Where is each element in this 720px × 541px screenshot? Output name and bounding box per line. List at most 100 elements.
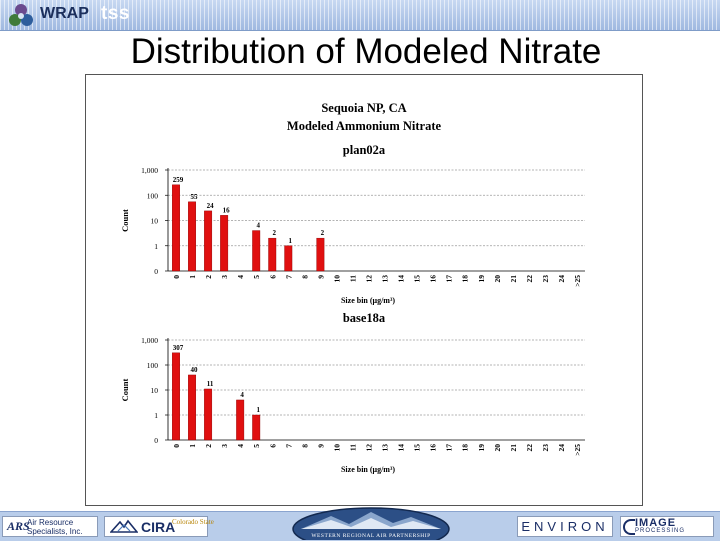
image-logo-text: IMAGE: [635, 517, 677, 529]
y-tick-label: 1,000: [141, 336, 158, 345]
panel-title: base18a: [343, 311, 386, 325]
slide-title: Distribution of Modeled Nitrate: [130, 32, 602, 71]
x-tick-label: 18: [461, 275, 470, 283]
x-tick-label: 0: [172, 444, 181, 448]
x-tick-label: 4: [236, 444, 245, 448]
x-tick-label: 1: [188, 275, 197, 279]
bar: [236, 399, 245, 441]
x-tick-label: 13: [381, 444, 390, 452]
bar: [252, 230, 261, 272]
x-tick-label: 17: [445, 275, 454, 283]
environ-logo-text: ENVIRON: [521, 519, 609, 534]
data-label: 4: [240, 391, 244, 399]
data-label: 2: [321, 229, 325, 237]
x-tick-label: 24: [557, 275, 566, 283]
y-tick-label: 0: [154, 436, 158, 445]
x-tick-label: 18: [461, 444, 470, 452]
x-tick-label: 12: [364, 444, 373, 452]
title-divider: [0, 30, 720, 31]
x-tick-label: 10: [332, 444, 341, 452]
y-tick-label: 1,000: [141, 166, 158, 175]
x-tick-label: 16: [429, 275, 438, 283]
data-label: 1: [289, 237, 293, 245]
wrap-logo-icon: [9, 4, 33, 26]
ars-logo-icon: ARS: [7, 519, 30, 533]
x-tick-label: >25: [573, 275, 582, 287]
data-label: 4: [256, 222, 260, 230]
x-tick-label: 20: [493, 444, 502, 452]
x-tick-label: >25: [573, 444, 582, 456]
image-logo-subtext: PROCESSING: [635, 528, 686, 534]
data-label: 307: [173, 344, 184, 352]
environ-logo: ENVIRON: [517, 516, 613, 537]
y-tick-label: 100: [147, 361, 159, 370]
x-tick-label: 6: [268, 444, 277, 448]
x-tick-label: 5: [252, 275, 261, 279]
x-tick-label: 24: [557, 444, 566, 452]
y-tick-label: 0: [154, 267, 158, 276]
x-tick-label: 13: [381, 275, 390, 283]
x-tick-label: 15: [413, 275, 422, 283]
x-tick-label: 12: [364, 275, 373, 283]
data-label: 259: [173, 176, 184, 184]
wrap-seal-text: WESTERN REGIONAL AIR PARTNERSHIP: [311, 533, 430, 539]
x-tick-label: 0: [172, 275, 181, 279]
x-tick-label: 14: [397, 444, 406, 452]
cira-bird-icon: [110, 519, 138, 533]
x-tick-label: 22: [525, 275, 534, 283]
x-tick-label: 9: [316, 444, 325, 448]
x-tick-label: 2: [204, 275, 213, 279]
bar: [268, 237, 277, 272]
x-tick-label: 19: [477, 275, 486, 283]
x-axis-label: Size bin (μg/m³): [341, 465, 395, 474]
x-tick-label: 7: [284, 444, 293, 448]
x-tick-label: 23: [541, 444, 550, 452]
x-tick-label: 11: [348, 444, 357, 451]
y-axis-label: Count: [120, 379, 130, 402]
x-tick-label: 7: [284, 275, 293, 279]
data-label: 1: [256, 406, 260, 414]
x-tick-label: 1: [188, 444, 197, 448]
x-tick-label: 8: [300, 275, 309, 279]
x-tick-label: 14: [397, 275, 406, 283]
x-tick-label: 3: [220, 444, 229, 448]
y-tick-label: 1: [154, 411, 158, 420]
cira-logo: CIRA: [104, 516, 208, 537]
bar: [188, 374, 197, 441]
bar: [220, 215, 229, 272]
y-tick-label: 1: [154, 242, 158, 251]
nitrate-histogram-chart: Sequoia NP, CA Modeled Ammonium Nitrate …: [120, 101, 585, 474]
data-label: 40: [191, 366, 199, 374]
x-tick-label: 20: [493, 275, 502, 283]
x-tick-label: 21: [509, 275, 518, 283]
wrap-seal-logo: WESTERN REGIONAL AIR PARTNERSHIP: [292, 507, 450, 540]
air-resource-specialists-logo: ARS Air Resource Specialists, Inc.: [2, 516, 98, 537]
bar: [284, 245, 293, 272]
x-tick-label: 22: [525, 444, 534, 452]
x-tick-label: 21: [509, 444, 518, 452]
data-label: 2: [273, 229, 277, 237]
wrap-logo-text: WRAP: [40, 5, 89, 22]
y-tick-label: 10: [151, 217, 159, 226]
ars-logo-line2: Specialists, Inc.: [27, 527, 83, 536]
bar: [188, 201, 197, 272]
ars-logo-line1: Air Resource: [27, 518, 74, 527]
x-tick-label: 16: [429, 444, 438, 452]
x-tick-label: 15: [413, 444, 422, 452]
bar: [316, 237, 325, 272]
x-tick-label: 23: [541, 275, 550, 283]
data-label: 16: [223, 206, 231, 214]
header-bar: WRAP tss: [0, 0, 720, 30]
bar: [204, 210, 213, 272]
bar: [252, 414, 261, 441]
data-label: 11: [207, 380, 214, 388]
panel-title: plan02a: [343, 143, 386, 157]
image-processing-logo: IMAGE PROCESSING: [620, 516, 714, 537]
bar: [172, 352, 180, 441]
data-label: 55: [191, 193, 199, 201]
x-tick-label: 5: [252, 444, 261, 448]
y-tick-label: 100: [147, 191, 159, 200]
cira-logo-text: CIRA: [141, 519, 176, 535]
x-tick-label: 2: [204, 444, 213, 448]
